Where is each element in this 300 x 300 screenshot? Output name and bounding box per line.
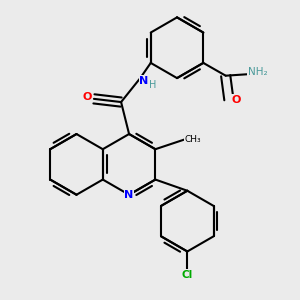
Text: CH₃: CH₃ xyxy=(185,135,201,144)
Text: NH₂: NH₂ xyxy=(248,67,267,76)
Text: H: H xyxy=(149,80,156,90)
Text: Cl: Cl xyxy=(182,270,193,280)
Text: N: N xyxy=(124,190,134,200)
Text: O: O xyxy=(231,95,241,105)
Text: N: N xyxy=(140,76,149,85)
Text: O: O xyxy=(82,92,92,102)
